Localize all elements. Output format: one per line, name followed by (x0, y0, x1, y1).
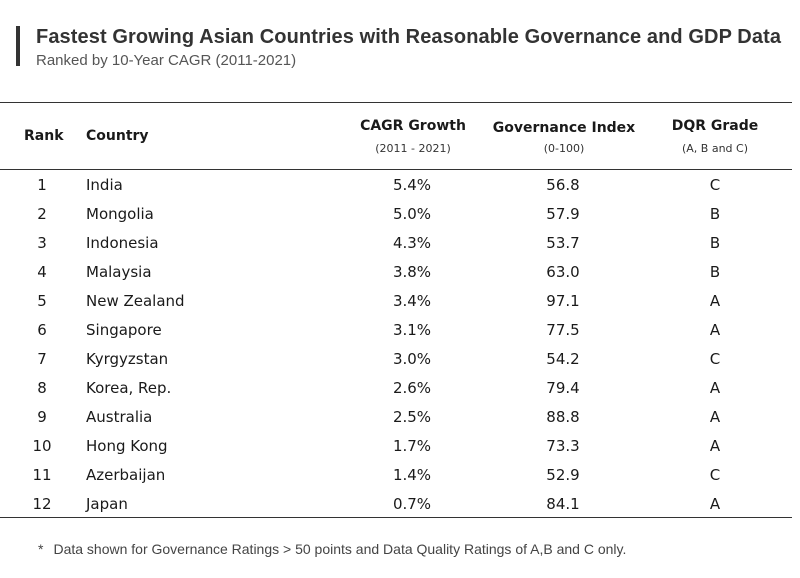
column-header-cagr: CAGR Growth (360, 118, 466, 134)
cell-cagr: 1.4% (392, 466, 432, 484)
cell-dqr: A (709, 379, 721, 397)
cell-cagr: 2.5% (392, 408, 432, 426)
cell-dqr: A (709, 495, 721, 513)
cell-governance: 84.1 (546, 495, 580, 513)
table-row: 11 Azerbaijan 1.4% 52.9 C (0, 460, 792, 489)
cell-cagr: 3.8% (392, 263, 432, 281)
cell-rank: 8 (37, 379, 47, 397)
cell-dqr: A (709, 292, 721, 310)
cell-rank: 3 (37, 234, 47, 252)
column-subheader-dqr: (A, B and C) (681, 142, 749, 155)
cell-country: Australia (86, 408, 153, 426)
cell-governance: 63.0 (546, 263, 580, 281)
table-top-rule (0, 102, 792, 103)
cell-country: Hong Kong (86, 437, 168, 455)
cell-rank: 5 (37, 292, 47, 310)
cell-cagr: 3.4% (392, 292, 432, 310)
cell-dqr: C (709, 350, 721, 368)
cell-governance: 97.1 (546, 292, 580, 310)
title-accent-bar (16, 26, 20, 66)
table-bottom-rule (0, 517, 792, 518)
cell-dqr: B (709, 234, 721, 252)
cell-rank: 10 (32, 437, 52, 455)
cell-country: Korea, Rep. (86, 379, 172, 397)
table-row: 7 Kyrgyzstan 3.0% 54.2 C (0, 344, 792, 373)
chart-title: Fastest Growing Asian Countries with Rea… (36, 26, 782, 48)
cell-country: Kyrgyzstan (86, 350, 169, 368)
footnote-marker: * (38, 541, 44, 557)
cell-governance: 73.3 (546, 437, 580, 455)
cell-rank: 1 (37, 176, 47, 194)
column-header-dqr: DQR Grade (671, 118, 759, 134)
cell-governance: 77.5 (546, 321, 580, 339)
column-subheader-governance: (0-100) (543, 142, 585, 155)
cell-dqr: C (709, 466, 721, 484)
cell-governance: 52.9 (546, 466, 580, 484)
cell-rank: 9 (37, 408, 47, 426)
cell-rank: 12 (32, 495, 52, 513)
cell-dqr: B (709, 263, 721, 281)
cell-cagr: 5.4% (392, 176, 432, 194)
cell-cagr: 3.1% (392, 321, 432, 339)
cell-rank: 4 (37, 263, 47, 281)
table-row: 8 Korea, Rep. 2.6% 79.4 A (0, 373, 792, 402)
cell-dqr: B (709, 205, 721, 223)
cell-governance: 54.2 (546, 350, 580, 368)
cell-rank: 6 (37, 321, 47, 339)
cell-governance: 88.8 (546, 408, 580, 426)
table-header-rule (0, 169, 792, 170)
cell-rank: 11 (32, 466, 52, 484)
table-row: 9 Australia 2.5% 88.8 A (0, 402, 792, 431)
cell-cagr: 5.0% (392, 205, 432, 223)
cell-governance: 79.4 (546, 379, 580, 397)
cell-country: New Zealand (86, 292, 185, 310)
cell-cagr: 2.6% (392, 379, 432, 397)
column-header-country: Country (86, 128, 149, 144)
cell-governance: 57.9 (546, 205, 580, 223)
cell-country: Azerbaijan (86, 466, 166, 484)
cell-governance: 53.7 (546, 234, 580, 252)
column-header-governance: Governance Index (492, 120, 636, 136)
footnote: * Data shown for Governance Ratings > 50 … (38, 541, 626, 557)
table-row: 3 Indonesia 4.3% 53.7 B (0, 228, 792, 257)
cell-cagr: 1.7% (392, 437, 432, 455)
column-header-rank: Rank (24, 128, 64, 144)
column-subheader-cagr: (2011 - 2021) (375, 142, 451, 155)
cell-country: Malaysia (86, 263, 152, 281)
table-row: 5 New Zealand 3.4% 97.1 A (0, 286, 792, 315)
chart-subtitle: Ranked by 10-Year CAGR (2011-2021) (36, 52, 297, 69)
cell-cagr: 3.0% (392, 350, 432, 368)
cell-rank: 7 (37, 350, 47, 368)
cell-dqr: A (709, 408, 721, 426)
table-row: 6 Singapore 3.1% 77.5 A (0, 315, 792, 344)
cell-country: Indonesia (86, 234, 159, 252)
cell-country: Singapore (86, 321, 162, 339)
cell-dqr: A (709, 321, 721, 339)
cell-cagr: 4.3% (392, 234, 432, 252)
cell-country: Mongolia (86, 205, 154, 223)
cell-governance: 56.8 (546, 176, 580, 194)
cell-rank: 2 (37, 205, 47, 223)
table-row: 10 Hong Kong 1.7% 73.3 A (0, 431, 792, 460)
cell-country: Japan (86, 495, 128, 513)
table-row: 12 Japan 0.7% 84.1 A (0, 489, 792, 518)
cell-dqr: C (709, 176, 721, 194)
footnote-text: Data shown for Governance Ratings > 50 p… (53, 541, 627, 557)
cell-dqr: A (709, 437, 721, 455)
cell-cagr: 0.7% (392, 495, 432, 513)
cell-country: India (86, 176, 123, 194)
table-row: 1 India 5.4% 56.8 C (0, 170, 792, 199)
table-row: 4 Malaysia 3.8% 63.0 B (0, 257, 792, 286)
table-row: 2 Mongolia 5.0% 57.9 B (0, 199, 792, 228)
